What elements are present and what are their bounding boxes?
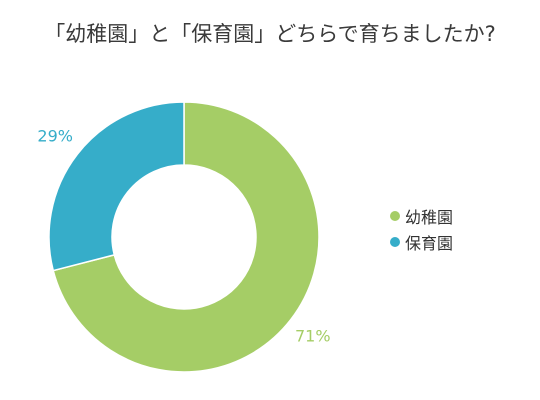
legend: 幼稚園 保育園 <box>390 203 453 255</box>
legend-swatch-kindergarten <box>390 211 400 221</box>
donut-slice-kindergarten <box>52 101 320 373</box>
legend-label-nursery: 保育園 <box>405 234 454 253</box>
legend-item-kindergarten: 幼稚園 <box>390 203 453 229</box>
donut-slice-nursery <box>48 101 185 272</box>
slice-label-nursery: 29% <box>37 127 73 146</box>
slice-label-kindergarten: 71% <box>295 326 331 345</box>
chart-title: 「幼稚園」と「保育園」どちらで育ちましたか? <box>44 22 496 46</box>
legend-item-nursery: 保育園 <box>390 229 453 255</box>
legend-label-kindergarten: 幼稚園 <box>405 208 454 227</box>
legend-swatch-nursery <box>390 237 400 247</box>
